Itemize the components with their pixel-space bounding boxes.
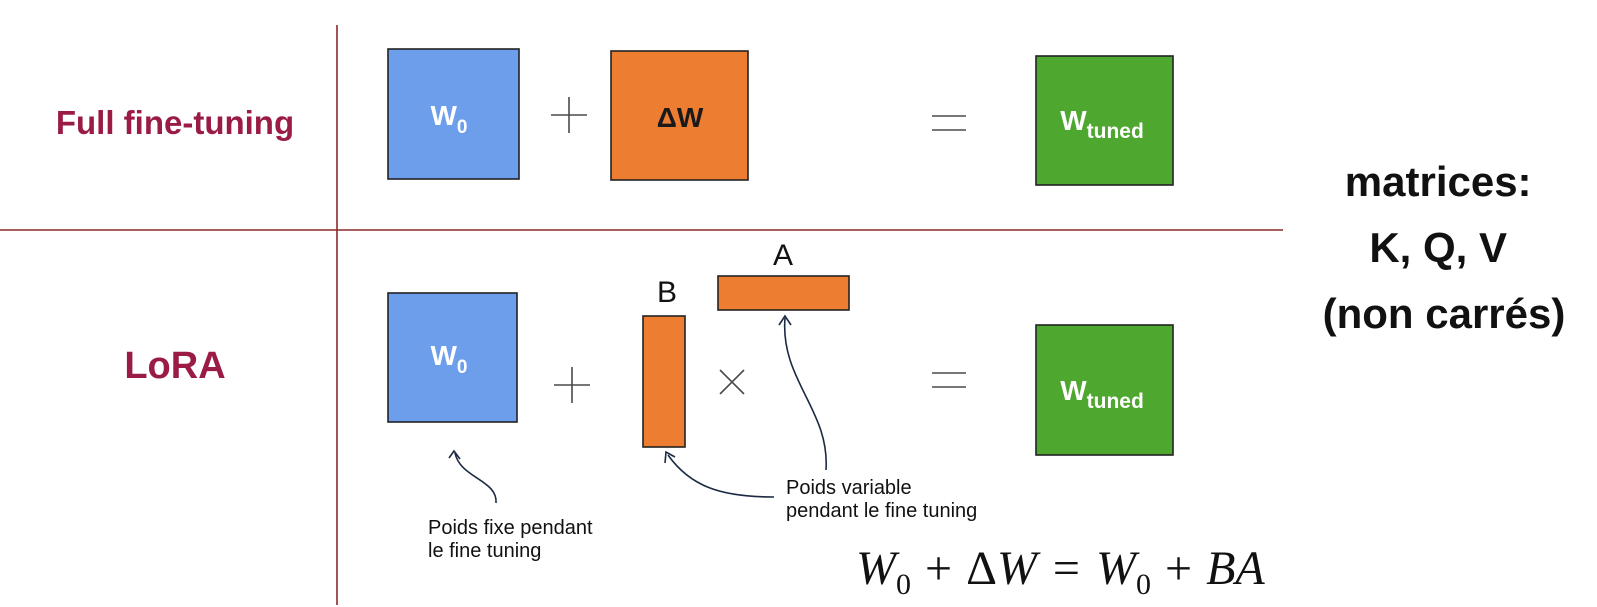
matrix-a	[717, 275, 850, 311]
svg-text:W0: W0	[430, 100, 467, 138]
matrix-b	[642, 315, 686, 448]
lora-formula: W0 + ΔW = W0 + BA	[856, 542, 1265, 601]
row-title-lora: LoRA	[124, 345, 225, 387]
matrix-b-label: B	[657, 276, 677, 309]
arrow-fixed-weights	[448, 449, 497, 504]
arrow-variable-to-b	[664, 450, 775, 498]
fixed-weights-note: Poids fixe pendant le fine tuning	[428, 517, 598, 562]
lora-w0-matrix: W0	[387, 292, 518, 423]
full-equals-operator	[932, 115, 966, 131]
row-title-full-fine-tuning: Full fine-tuning	[56, 104, 294, 141]
svg-text:W0: W0	[430, 340, 467, 378]
lora-equals-operator	[932, 372, 966, 388]
multiply-operator	[719, 369, 745, 395]
matrix-a-label: A	[773, 239, 793, 272]
side-note: matrices: K, Q, V (non carrés)	[1323, 158, 1566, 337]
svg-text:Wtuned: Wtuned	[1060, 375, 1144, 413]
arrow-variable-to-a	[778, 314, 827, 471]
full-plus-operator	[551, 97, 587, 133]
svg-text:ΔW: ΔW	[657, 102, 704, 133]
variable-weights-note: Poids variable pendant le fine tuning	[786, 477, 977, 522]
full-w-tuned-matrix: Wtuned	[1035, 55, 1174, 186]
delta-w-matrix: ΔW	[610, 50, 749, 181]
lora-plus-operator	[554, 367, 590, 403]
svg-text:Wtuned: Wtuned	[1060, 105, 1144, 143]
full-w0-matrix: W0	[387, 48, 520, 180]
lora-w-tuned-matrix: Wtuned	[1035, 324, 1174, 456]
